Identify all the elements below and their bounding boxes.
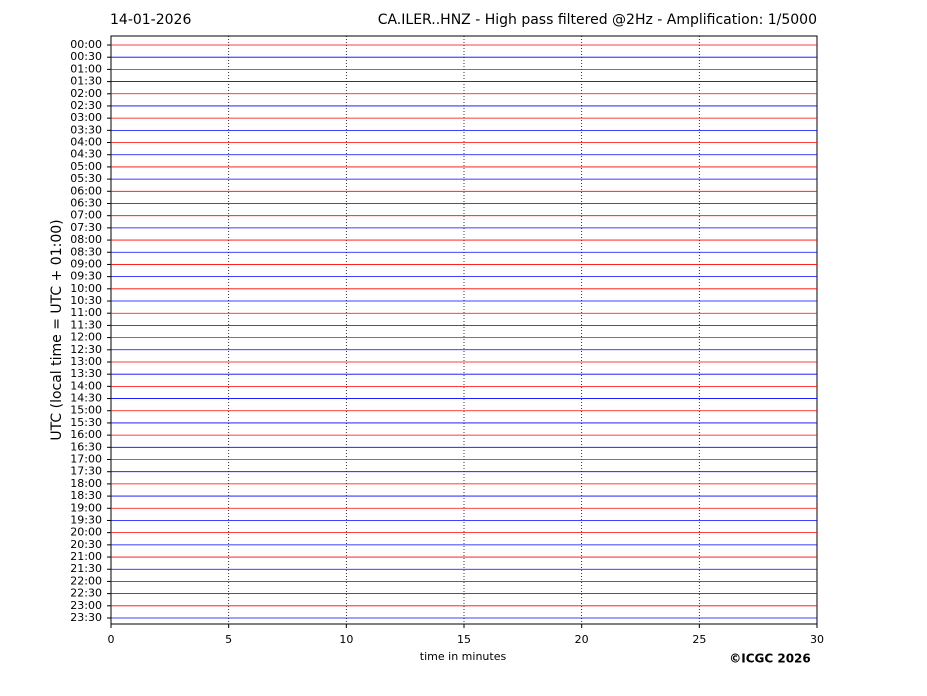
y-tick-label: 00:00 xyxy=(70,38,102,51)
y-tick-label: 11:30 xyxy=(70,318,102,331)
y-tick-label: 09:00 xyxy=(70,257,102,270)
y-tick-label: 16:00 xyxy=(70,428,102,441)
y-tick-label: 15:00 xyxy=(70,404,102,417)
y-tick-label: 01:30 xyxy=(70,75,102,88)
y-tick-label: 19:30 xyxy=(70,513,102,526)
y-tick-label: 03:30 xyxy=(70,123,102,136)
x-tick-label: 15 xyxy=(457,633,471,646)
y-tick-label: 10:00 xyxy=(70,282,102,295)
y-tick-label: 21:30 xyxy=(70,562,102,575)
y-tick-label: 09:30 xyxy=(70,270,102,283)
y-tick-label: 17:00 xyxy=(70,453,102,466)
chart-title: CA.ILER..HNZ - High pass filtered @2Hz -… xyxy=(378,12,817,28)
y-tick-label: 07:30 xyxy=(70,221,102,234)
y-axis-label: UTC (local time = UTC + 01:00) xyxy=(49,219,65,440)
y-tick-label: 14:00 xyxy=(70,379,102,392)
y-tick-label: 07:00 xyxy=(70,209,102,222)
y-tick-label: 01:00 xyxy=(70,62,102,75)
date: 14-01-2026 xyxy=(110,12,191,28)
y-tick-label: 14:30 xyxy=(70,392,102,405)
x-tick-label: 0 xyxy=(108,633,115,646)
y-tick-label: 05:00 xyxy=(70,160,102,173)
y-tick-label: 18:00 xyxy=(70,477,102,490)
y-tick-label: 06:00 xyxy=(70,184,102,197)
y-tick-label: 16:30 xyxy=(70,440,102,453)
y-tick-label: 04:00 xyxy=(70,136,102,149)
x-tick-label: 5 xyxy=(225,633,232,646)
x-tick-label: 20 xyxy=(575,633,589,646)
y-tick-label: 02:00 xyxy=(70,87,102,100)
y-tick-label: 02:30 xyxy=(70,99,102,112)
y-tick-label: 13:30 xyxy=(70,367,102,380)
x-axis-label: time in minutes xyxy=(420,650,507,663)
y-tick-label: 15:30 xyxy=(70,416,102,429)
y-tick-label: 19:00 xyxy=(70,501,102,514)
x-tick-label: 30 xyxy=(810,633,824,646)
y-tick-label: 10:30 xyxy=(70,294,102,307)
y-tick-label: 18:30 xyxy=(70,489,102,502)
y-tick-label: 23:30 xyxy=(70,611,102,624)
y-tick-label: 04:30 xyxy=(70,148,102,161)
y-tick-label: 12:00 xyxy=(70,331,102,344)
y-tick-label: 21:00 xyxy=(70,550,102,563)
y-tick-label: 08:30 xyxy=(70,245,102,258)
y-tick-label: 05:30 xyxy=(70,172,102,185)
y-tick-label: 08:00 xyxy=(70,233,102,246)
y-tick-label: 03:00 xyxy=(70,111,102,124)
y-tick-label: 11:00 xyxy=(70,306,102,319)
y-tick-label: 22:00 xyxy=(70,574,102,587)
y-tick-label: 22:30 xyxy=(70,587,102,600)
y-tick-label: 00:30 xyxy=(70,50,102,63)
y-tick-label: 06:30 xyxy=(70,196,102,209)
x-tick-label: 10 xyxy=(339,633,353,646)
y-tick-label: 23:00 xyxy=(70,599,102,612)
y-tick-label: 20:00 xyxy=(70,526,102,539)
y-tick-label: 13:00 xyxy=(70,355,102,368)
y-tick-label: 17:30 xyxy=(70,465,102,478)
y-tick-label: 20:30 xyxy=(70,538,102,551)
copyright: ©ICGC 2026 xyxy=(729,652,811,666)
x-tick-label: 25 xyxy=(692,633,706,646)
y-tick-label: 12:30 xyxy=(70,343,102,356)
